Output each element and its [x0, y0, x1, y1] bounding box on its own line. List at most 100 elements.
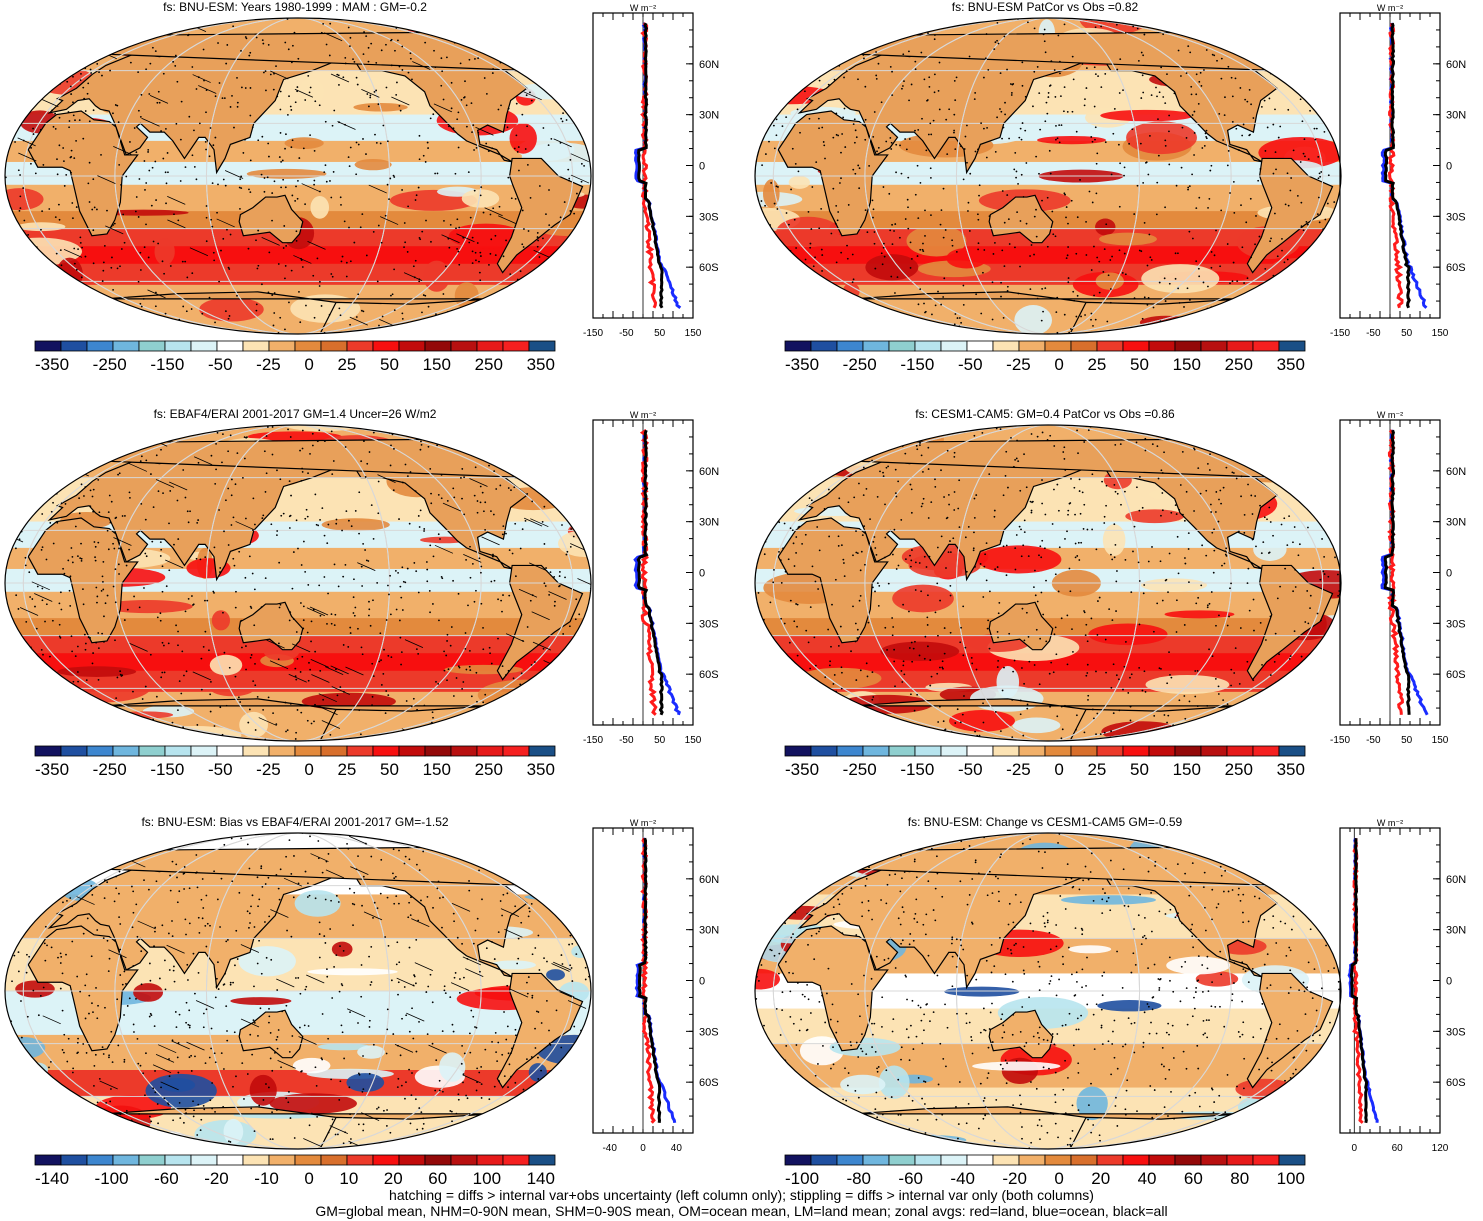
stipple-dot — [1239, 731, 1242, 734]
stipple-dot — [1210, 31, 1212, 34]
stipple-dot — [930, 501, 933, 504]
hatch-line — [192, 74, 211, 83]
stipple-dot — [180, 100, 183, 103]
stipple-dot — [390, 64, 393, 67]
stipple-dot — [1325, 497, 1328, 500]
panel-title: fs: BNU-ESM PatCor vs Obs =0.82 — [951, 0, 1139, 14]
stipple-dot — [17, 169, 20, 172]
stipple-dot — [1138, 623, 1141, 626]
stipple-dot — [117, 121, 120, 124]
stipple-dot — [75, 19, 78, 22]
stipple-dot — [997, 636, 999, 639]
stipple-dot — [562, 112, 564, 115]
stipple-dot — [1244, 98, 1247, 101]
stipple-dot — [890, 148, 893, 150]
field-blob — [755, 282, 788, 314]
stipple-dot — [277, 658, 280, 661]
stipple-dot — [537, 239, 539, 242]
stipple-dot — [1247, 567, 1250, 570]
stipple-dot — [509, 273, 512, 276]
stipple-dot — [466, 125, 468, 128]
stipple-dot — [974, 741, 976, 743]
stipple-dot — [857, 164, 860, 167]
stipple-dot — [1021, 667, 1023, 669]
stipple-dot — [227, 450, 230, 453]
stipple-dot — [22, 729, 25, 732]
stipple-dot — [575, 120, 578, 123]
stipple-dot — [871, 671, 874, 674]
stipple-dot — [1030, 511, 1033, 514]
stipple-dot — [1116, 570, 1118, 572]
stipple-dot — [433, 49, 435, 52]
stipple-dot — [973, 98, 976, 101]
stipple-dot — [975, 668, 978, 671]
stipple-dot — [1330, 242, 1333, 245]
stipple-dot — [1091, 473, 1094, 476]
stipple-dot — [52, 82, 55, 85]
stipple-dot — [313, 316, 316, 319]
stipple-dot — [985, 542, 988, 545]
stipple-dot — [1040, 556, 1043, 559]
stipple-dot — [114, 601, 117, 604]
stipple-dot — [248, 708, 251, 711]
field-blob — [1141, 264, 1220, 294]
stipple-dot — [422, 294, 425, 296]
stipple-dot — [524, 148, 527, 150]
stipple-dot — [241, 741, 243, 743]
stipple-dot — [278, 156, 281, 158]
stipple-dot — [901, 87, 903, 90]
stipple-dot — [1005, 544, 1008, 547]
stipple-dot — [891, 634, 894, 637]
stipple-dot — [872, 326, 875, 329]
colorbar-swatch — [1122, 745, 1150, 757]
colorbar-swatch — [784, 745, 812, 757]
stipple-dot — [106, 529, 109, 532]
stipple-dot — [1185, 490, 1188, 493]
stipple-dot — [331, 124, 334, 127]
stipple-dot — [392, 174, 395, 177]
stipple-dot — [1069, 502, 1072, 504]
stipple-dot — [314, 650, 317, 653]
stipple-dot — [304, 99, 307, 101]
stipple-dot — [520, 672, 523, 675]
stipple-dot — [168, 969, 171, 971]
stipple-dot — [1252, 459, 1255, 462]
stipple-dot — [252, 680, 255, 683]
stipple-dot — [97, 541, 100, 544]
stipple-dot — [1092, 324, 1094, 327]
stipple-dot — [461, 688, 464, 690]
stipple-dot — [392, 872, 394, 875]
hatch-line — [379, 216, 399, 225]
stipple-dot — [47, 733, 50, 736]
stipple-dot — [1195, 602, 1198, 605]
stipple-dot — [849, 302, 852, 305]
hatch-line — [306, 607, 326, 617]
stipple-dot — [1174, 277, 1177, 280]
colorbar-labels: -350 -250 -150 -50 -25 0 25 50 150 250 350 — [35, 355, 555, 375]
colorbar-swatch — [164, 340, 192, 352]
stipple-dot — [68, 120, 71, 122]
stipple-dot — [973, 497, 976, 500]
stipple-dot — [1096, 712, 1099, 715]
stipple-dot — [149, 653, 152, 656]
stipple-dot — [537, 1078, 540, 1080]
stipple-dot — [331, 275, 334, 278]
stipple-dot — [1170, 676, 1173, 679]
stipple-dot — [873, 559, 876, 562]
stipple-dot — [1221, 564, 1223, 567]
field-blob — [1170, 720, 1223, 729]
stipple-dot — [73, 262, 76, 265]
stipple-dot — [1215, 624, 1217, 627]
stipple-dot — [379, 142, 382, 145]
field-blob — [1139, 315, 1192, 330]
stipple-dot — [1342, 315, 1344, 317]
colorbar-swatch — [1044, 340, 1072, 352]
stipple-dot — [1201, 544, 1204, 547]
stipple-dot — [41, 546, 44, 549]
stipple-dot — [73, 247, 76, 250]
stipple-dot — [121, 515, 124, 517]
stipple-dot — [393, 309, 396, 311]
stipple-dot — [150, 473, 152, 475]
stipple-dot — [1086, 640, 1089, 643]
stipple-dot — [152, 720, 154, 723]
